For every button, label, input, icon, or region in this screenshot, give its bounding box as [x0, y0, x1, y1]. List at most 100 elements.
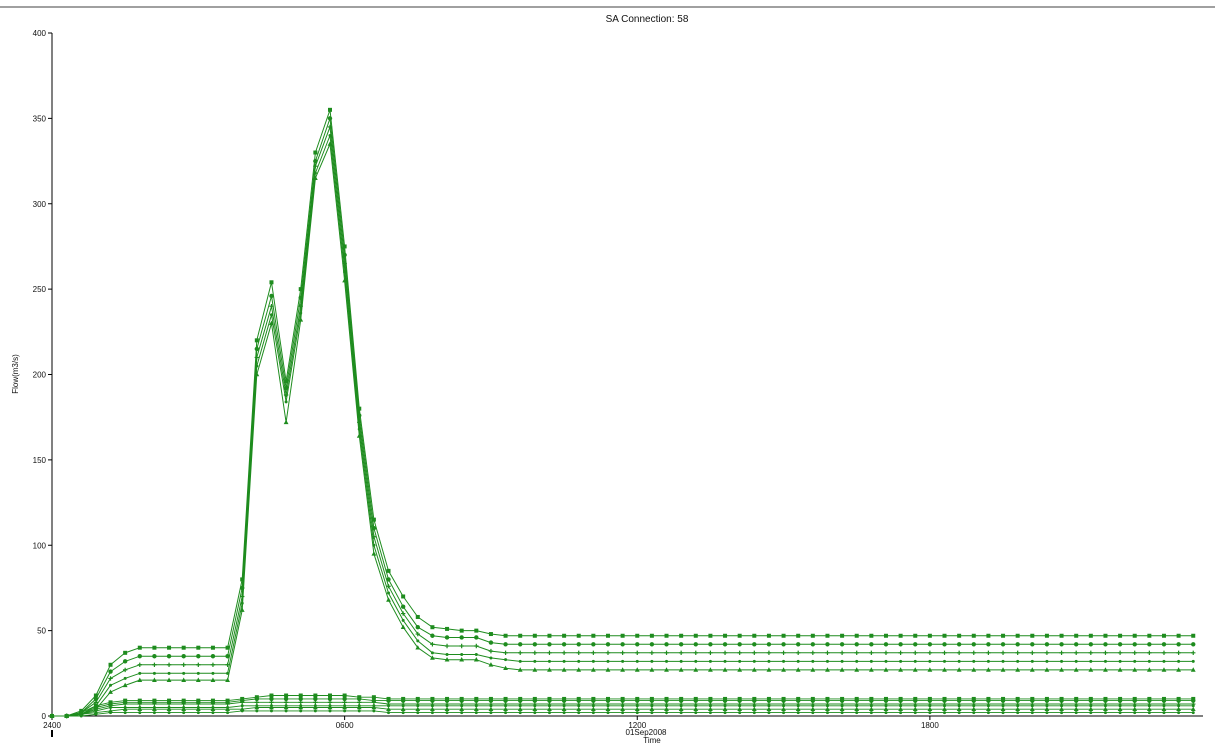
data-point [1118, 659, 1122, 663]
data-point [533, 711, 537, 715]
data-point [313, 150, 318, 155]
data-point [664, 698, 669, 703]
data-point [488, 706, 494, 711]
data-point [986, 704, 990, 708]
data-point [913, 633, 918, 638]
data-point [928, 659, 932, 663]
data-point [738, 659, 742, 663]
data-point [533, 659, 537, 663]
data-point [122, 701, 128, 707]
data-point [1088, 706, 1094, 711]
data-point [883, 633, 888, 638]
data-point [1045, 704, 1049, 708]
data-point [796, 633, 801, 638]
data-point [621, 704, 625, 708]
data-point [1117, 642, 1123, 647]
data-point [620, 642, 625, 647]
data-series [50, 704, 1195, 718]
data-point [562, 711, 566, 715]
data-point [752, 650, 757, 656]
data-point [122, 659, 128, 664]
data-point [401, 711, 405, 715]
data-point [167, 711, 171, 715]
data-point [503, 706, 508, 711]
data-point [1191, 711, 1195, 715]
y-tick-label: 150 [33, 456, 47, 465]
data-point [1060, 659, 1064, 663]
data-point [1000, 650, 1006, 656]
data-point [606, 659, 610, 663]
data-point [210, 645, 215, 650]
data-point [166, 677, 172, 682]
data-point [181, 706, 187, 711]
data-point [371, 704, 377, 710]
data-point [678, 698, 684, 703]
data-point [460, 704, 464, 708]
data-point [913, 642, 918, 647]
data-point [898, 698, 903, 703]
data-point [137, 701, 142, 707]
data-point [284, 379, 289, 384]
data-point [1103, 633, 1108, 638]
data-point [825, 633, 830, 638]
data-point [1001, 633, 1006, 638]
data-point [518, 704, 522, 708]
data-point [1015, 633, 1020, 638]
data-point [415, 698, 420, 703]
data-point [561, 706, 567, 711]
data-point [1073, 642, 1079, 647]
data-point [678, 650, 684, 656]
data-point [738, 711, 742, 715]
data-point [283, 700, 289, 705]
data-point [210, 677, 216, 682]
data-point [722, 706, 728, 711]
data-point [1147, 659, 1151, 663]
data-point [1103, 642, 1108, 647]
data-point [737, 706, 743, 711]
data-point [679, 659, 683, 663]
data-point [196, 701, 201, 707]
data-point [606, 711, 610, 715]
data-point [386, 584, 391, 589]
data-point [1133, 659, 1137, 663]
data-point [547, 711, 551, 715]
y-tick-label: 50 [37, 627, 46, 636]
data-point [94, 712, 98, 716]
data-point [634, 667, 640, 672]
data-point [342, 277, 348, 283]
data-point [459, 698, 464, 703]
data-point [708, 698, 713, 703]
data-point [225, 645, 230, 650]
data-point [957, 633, 962, 638]
data-point [283, 696, 289, 702]
data-point [1088, 633, 1093, 638]
data-point [1176, 698, 1181, 703]
data-point [123, 711, 127, 715]
data-point [1015, 642, 1020, 647]
data-point [678, 706, 684, 711]
data-point [137, 706, 143, 711]
data-point [1118, 704, 1122, 708]
data-point [1060, 711, 1064, 715]
data-point [591, 650, 596, 656]
data-point [795, 650, 801, 656]
data-point [444, 706, 450, 711]
data-point [708, 642, 713, 647]
data-point [986, 667, 991, 672]
data-point [503, 633, 508, 638]
data-point [1044, 642, 1050, 647]
data-point [327, 704, 333, 710]
data-point [1030, 711, 1034, 715]
data-point [474, 653, 478, 657]
data-point [298, 704, 304, 710]
data-point [795, 642, 801, 647]
data-point [928, 704, 932, 708]
data-point [561, 698, 567, 703]
data-point [854, 667, 860, 672]
data-point [327, 124, 333, 130]
data-point [313, 693, 318, 698]
data-point [723, 704, 727, 708]
data-point [225, 654, 230, 659]
data-point [1015, 698, 1020, 703]
